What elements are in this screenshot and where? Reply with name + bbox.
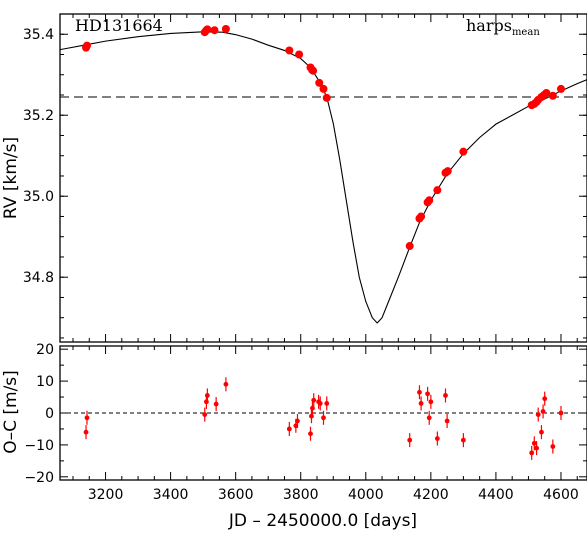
rv-point (405, 242, 414, 251)
residual-point (83, 429, 89, 435)
rv-y-tick-label: 35.4 (23, 27, 54, 43)
residual-point (317, 401, 323, 406)
residual-point (223, 381, 229, 387)
residual-y-tick-label: −20 (24, 470, 54, 486)
rv-y-tick-label: 35.2 (23, 108, 54, 124)
rv-panel-frame (59, 13, 587, 343)
instrument-label: harpsmean (466, 16, 540, 38)
residual-point (443, 393, 448, 398)
rv-x-ticks (72, 14, 578, 342)
rv-point (443, 167, 452, 176)
residual-point (540, 409, 546, 414)
residual-point (434, 436, 440, 441)
residual-point (444, 418, 450, 424)
rv-point (203, 25, 212, 34)
rv-point (309, 66, 318, 75)
rv-point (322, 93, 331, 102)
residual-point (550, 444, 556, 449)
rv-point (433, 186, 442, 195)
residual-point (428, 399, 434, 405)
residual-point (309, 413, 314, 419)
residual-point (534, 445, 539, 451)
residual-point (286, 426, 292, 432)
residual-point (308, 431, 313, 437)
rv-point (459, 147, 468, 156)
residual-point (204, 393, 210, 398)
residual-point (539, 429, 544, 435)
residual-point (407, 437, 413, 443)
rv-point (285, 46, 294, 55)
rv-panel: 34.8 35.0 35.2 35.4 HD131664 harpsmean RV [… (1, 13, 587, 343)
residual-panel-frame (59, 345, 587, 481)
residual-point (558, 410, 564, 416)
x-ticks: 3200 3400 3600 3800 4000 4200 4400 4600 (72, 346, 579, 503)
x-tick-label: 3600 (218, 487, 254, 503)
rv-y-tick-label: 35.0 (23, 189, 54, 205)
residual-point (535, 412, 541, 417)
rv-point (425, 196, 434, 205)
residual-y-tick-label: 10 (36, 374, 54, 390)
residual-point (311, 397, 317, 403)
residual-points (83, 377, 564, 460)
residual-point (425, 391, 430, 397)
rv-point (556, 84, 565, 93)
x-tick-label: 3400 (153, 487, 189, 503)
rv-y-tick-label: 34.8 (23, 270, 54, 286)
residual-point (203, 399, 209, 405)
residual-axis-label: O–C [m/s] (1, 370, 21, 454)
x-tick-label: 3800 (283, 487, 319, 503)
rv-points (82, 24, 565, 251)
x-axis-label: JD – 2450000.0 [days] (228, 511, 417, 531)
residual-point (418, 401, 424, 406)
residual-panel: −20 −10 0 10 20 3200 3400 3600 3800 4000 4200 4400… (1, 342, 587, 503)
rv-point (319, 84, 328, 93)
residual-y-tick-label: 0 (45, 406, 54, 422)
x-tick-label: 4200 (413, 487, 449, 503)
rv-point (295, 50, 304, 59)
x-tick-label: 3200 (88, 487, 124, 503)
residual-point (417, 389, 422, 395)
residual-point (529, 450, 535, 456)
residual-point (426, 415, 432, 421)
residual-point (321, 415, 326, 421)
x-tick-label: 4400 (478, 487, 514, 503)
rv-point (221, 24, 230, 33)
residual-y-ticks: −20 −10 0 10 20 (24, 342, 587, 486)
rv-point (548, 91, 557, 100)
rv-axis-label: RV [km/s] (1, 137, 21, 219)
residual-point (531, 440, 537, 446)
residual-point (542, 396, 548, 402)
residual-y-tick-label: 20 (36, 342, 54, 358)
orbit-model-curve (60, 31, 587, 324)
rv-point (83, 41, 91, 50)
rv-point (542, 88, 551, 97)
rv-point (210, 26, 219, 35)
rv-point (417, 212, 426, 221)
residual-point (213, 401, 219, 407)
residual-point (202, 412, 208, 417)
residual-point (84, 415, 90, 421)
x-tick-label: 4000 (348, 487, 384, 503)
rv-point (315, 78, 324, 87)
residual-point (460, 437, 466, 443)
residual-point (324, 401, 330, 406)
residual-point (295, 418, 300, 424)
residual-y-tick-label: −10 (24, 438, 54, 454)
star-name: HD131664 (75, 16, 163, 35)
x-tick-label: 4600 (543, 487, 579, 503)
